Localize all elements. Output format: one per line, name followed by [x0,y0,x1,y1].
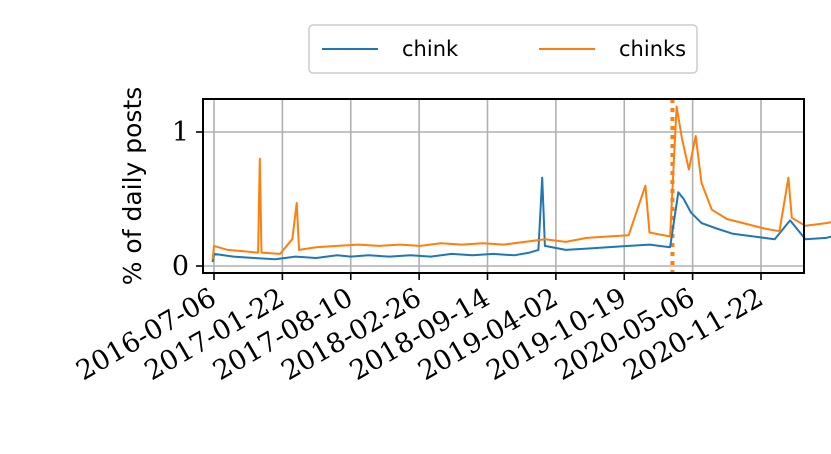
y-tick-label: 1 [172,117,189,148]
legend-box [308,24,698,74]
plot-frame [202,98,805,274]
y-tick-label: 0 [172,251,189,282]
series-lines [211,105,831,263]
legend-label: chink [402,37,459,61]
series-line-chink [211,176,831,263]
legend-label: chinks [619,37,686,61]
y-axis-title: % of daily posts [118,87,147,286]
legend: chink chinks [308,24,698,74]
series-line-chinks [211,105,831,260]
grid-lines [203,99,804,273]
